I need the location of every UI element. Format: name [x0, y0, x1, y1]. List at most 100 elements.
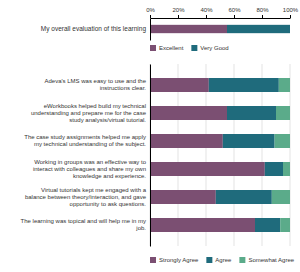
- category-label-line: understanding and prepare me for the cas…: [31, 110, 147, 116]
- category-label-line: study analysis/virtual tutorial.: [69, 117, 146, 123]
- category-label-line: instructions clear.: [100, 85, 147, 91]
- bar: [227, 106, 276, 120]
- category-label-line: The learning was topical and will help m…: [21, 218, 146, 224]
- category-label: Adeva's LMS was easy to use and theinstr…: [44, 78, 146, 91]
- legend-swatch: [191, 45, 197, 51]
- tick: 0%: [146, 7, 155, 18]
- panel-0: 0% 20% 40% 60% 80% 100% My overall evaluation …: [41, 7, 299, 41]
- tick: Virtual tutorials kept me engaged with a…: [25, 187, 147, 207]
- legend-item: Excellent: [150, 45, 184, 51]
- tick: My overall evaluation of this learning: [41, 25, 147, 33]
- series: [227, 25, 290, 33]
- tick-label: 0%: [146, 7, 155, 13]
- tick-label: 100%: [283, 7, 299, 13]
- series: [209, 78, 283, 232]
- category-label-line: Virtual tutorials kept me engaged with a: [41, 187, 147, 193]
- tick: Working in groups was an effective way t…: [33, 159, 147, 179]
- tick: 80%: [256, 7, 269, 18]
- bar: [227, 25, 290, 33]
- tick: eWorkbooks helped build my technicalunde…: [31, 103, 147, 123]
- y-axis: My overall evaluation of this learning: [41, 19, 151, 41]
- tick: The learning was topical and will help m…: [21, 218, 147, 231]
- bar: [209, 78, 279, 92]
- series: [150, 25, 227, 33]
- chart: 0% 20% 40% 60% 80% 100% My overall evaluation …: [0, 0, 300, 272]
- legend-item: Somewhat Agree: [239, 257, 294, 263]
- axis-line: [150, 19, 151, 41]
- bar: [272, 190, 290, 204]
- y-axis: Adeva's LMS was easy to use and theinstr…: [21, 65, 151, 247]
- tick: 60%: [228, 7, 241, 18]
- tick-mark: [290, 15, 291, 18]
- bar: [150, 78, 209, 92]
- category-label-line: eWorkbooks helped build my technical: [44, 103, 146, 109]
- bar: [279, 78, 290, 92]
- legend-item: Very Good: [191, 45, 228, 51]
- grid: [150, 64, 290, 246]
- category-label-line: opportunity to ask questions.: [70, 201, 147, 207]
- category-label-line: my technical understanding of the subjec…: [34, 141, 146, 147]
- legend-swatch: [239, 257, 245, 263]
- tick: 100%: [283, 7, 299, 18]
- bar: [150, 190, 216, 204]
- category-label-line: The case study assignments helped me app…: [24, 134, 146, 140]
- legend-item: Agree: [206, 257, 232, 263]
- category-label: eWorkbooks helped build my technicalunde…: [31, 103, 147, 123]
- grid-line: [150, 64, 151, 246]
- bar: [283, 162, 290, 176]
- legend-swatch: [150, 257, 156, 263]
- legend-label: Somewhat Agree: [248, 257, 294, 263]
- category-label-line: balance between theory/interaction, and …: [25, 194, 147, 200]
- series: [272, 78, 290, 232]
- bar: [150, 134, 223, 148]
- bar: [223, 134, 275, 148]
- tick-label: 80%: [256, 7, 269, 13]
- legend-item: Strongly Agree: [150, 257, 199, 263]
- legend: Strongly Agree Agree Somewhat Agree: [150, 257, 295, 263]
- category-label-line: My overall evaluation of this learning: [41, 25, 147, 33]
- tick-mark: [206, 15, 207, 18]
- legend-swatch: [206, 257, 212, 263]
- axis-line: [150, 65, 151, 247]
- legend-label: Agree: [215, 257, 232, 263]
- bar: [275, 134, 290, 148]
- category-label-line: interact with colleagues and share my ow…: [33, 166, 146, 172]
- tick-label: 60%: [228, 7, 241, 13]
- category-label: My overall evaluation of this learning: [41, 25, 147, 33]
- tick-label: 20%: [172, 7, 185, 13]
- bar: [150, 218, 255, 232]
- panel-1: Adeva's LMS was easy to use and theinstr…: [21, 64, 290, 247]
- tick-mark: [150, 15, 151, 18]
- bars: [150, 25, 290, 33]
- tick-label: 40%: [200, 7, 213, 13]
- category-label-line: Working in groups was an effective way t…: [34, 159, 146, 165]
- legend-label: Very Good: [200, 45, 228, 51]
- bar: [150, 25, 227, 33]
- tick: The case study assignments helped me app…: [24, 134, 146, 147]
- tick-mark: [234, 15, 235, 18]
- tick-mark: [178, 15, 179, 18]
- bar: [150, 162, 265, 176]
- bar: [280, 218, 290, 232]
- bar: [255, 218, 280, 232]
- tick-mark: [262, 15, 263, 18]
- bar: [265, 162, 283, 176]
- legend-swatch: [150, 45, 156, 51]
- tick: 40%: [200, 7, 213, 18]
- bars: [150, 78, 290, 232]
- bar: [216, 190, 272, 204]
- legend: Excellent Very Good: [150, 45, 229, 51]
- tick: Adeva's LMS was easy to use and theinstr…: [44, 78, 146, 91]
- series: [150, 78, 265, 232]
- category-label-line: job.: [135, 225, 146, 231]
- legend-label: Strongly Agree: [159, 257, 199, 263]
- category-label-line: knowledge and experience.: [73, 173, 146, 179]
- category-label-line: Adeva's LMS was easy to use and the: [44, 78, 146, 84]
- category-label: Virtual tutorials kept me engaged with a…: [25, 187, 147, 207]
- category-label: The learning was topical and will help m…: [21, 218, 147, 231]
- legend-label: Excellent: [159, 45, 184, 51]
- bar: [150, 106, 227, 120]
- bar: [276, 106, 290, 120]
- tick: 20%: [172, 7, 185, 18]
- category-label: The case study assignments helped me app…: [24, 134, 146, 147]
